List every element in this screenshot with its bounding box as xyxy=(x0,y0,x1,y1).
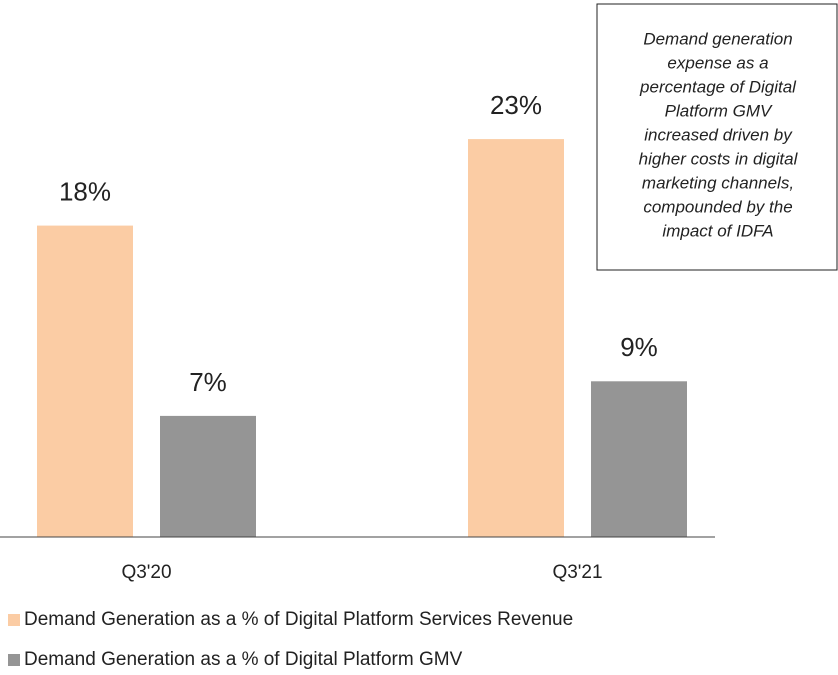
bar xyxy=(160,415,256,537)
value-label: 7% xyxy=(189,367,227,397)
bar xyxy=(591,381,687,537)
legend-label: Demand Generation as a % of Digital Plat… xyxy=(24,609,573,630)
x-tick-label: Q3'21 xyxy=(552,562,602,583)
annotation-line: percentage of Digital xyxy=(639,77,797,96)
annotation-line: impact of IDFA xyxy=(662,221,773,240)
value-label: 18% xyxy=(59,176,111,206)
annotation-line: Platform GMV xyxy=(665,101,773,120)
annotation-line: expense as a xyxy=(667,53,768,72)
annotation-line: Demand generation xyxy=(643,29,792,48)
annotation-line: marketing channels, xyxy=(642,173,794,192)
value-label: 23% xyxy=(490,90,542,120)
bar xyxy=(37,225,133,537)
legend-label: Demand Generation as a % of Digital Plat… xyxy=(24,649,463,670)
value-label: 9% xyxy=(620,332,658,362)
legend-swatch xyxy=(8,614,20,626)
bar xyxy=(468,139,564,537)
x-tick-label: Q3'20 xyxy=(121,562,171,583)
annotation-line: higher costs in digital xyxy=(639,149,799,168)
annotation-line: increased driven by xyxy=(644,125,793,144)
legend-swatch xyxy=(8,654,20,666)
annotation-line: compounded by the xyxy=(643,197,792,216)
annotation-box xyxy=(596,3,838,271)
